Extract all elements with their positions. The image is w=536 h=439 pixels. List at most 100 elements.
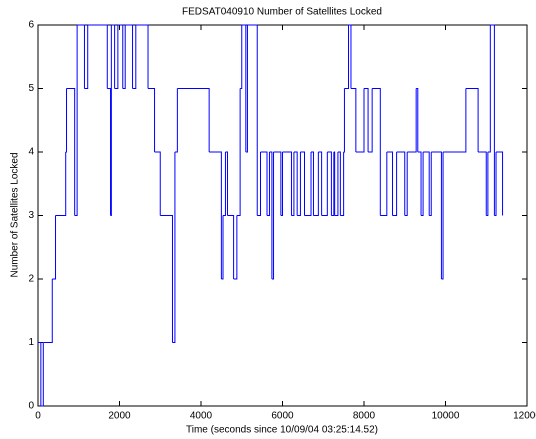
line-step bbox=[43, 279, 53, 343]
line-step bbox=[404, 152, 408, 216]
y-tick-label: 3 bbox=[28, 210, 34, 221]
line-step bbox=[269, 151, 273, 279]
y-tick-label: 5 bbox=[28, 83, 34, 94]
line-step bbox=[236, 88, 241, 216]
line-step bbox=[340, 152, 345, 216]
line-step bbox=[441, 152, 444, 280]
line-step bbox=[297, 152, 301, 216]
line-step bbox=[282, 151, 292, 216]
line-step bbox=[221, 215, 224, 280]
line-step bbox=[271, 152, 275, 280]
line-step bbox=[407, 88, 417, 153]
line-step bbox=[416, 88, 419, 152]
line-step bbox=[174, 88, 178, 153]
line-step bbox=[77, 24, 85, 89]
line-step bbox=[111, 24, 116, 89]
line-step bbox=[396, 151, 406, 216]
line-step bbox=[490, 24, 495, 216]
line-step bbox=[172, 152, 176, 343]
line-step bbox=[487, 25, 491, 153]
line-step bbox=[350, 88, 357, 152]
line-step bbox=[355, 88, 365, 153]
line-step bbox=[486, 152, 489, 216]
line-step bbox=[273, 151, 282, 216]
y-tick-label: 0 bbox=[28, 401, 34, 412]
line-step bbox=[318, 151, 323, 216]
y-tick-label: 2 bbox=[28, 274, 34, 285]
line-step bbox=[227, 215, 235, 279]
line-step bbox=[209, 151, 222, 279]
line-step bbox=[343, 88, 345, 153]
line-step bbox=[423, 151, 430, 216]
x-tick-label: 10000 bbox=[432, 411, 460, 422]
line-step bbox=[148, 88, 156, 152]
line-step bbox=[114, 25, 119, 89]
line-step bbox=[465, 88, 479, 152]
line-step bbox=[160, 215, 173, 343]
line-step bbox=[348, 24, 352, 89]
y-axis-label: Number of Satellites Locked bbox=[10, 152, 21, 277]
x-tick-label: 4000 bbox=[190, 411, 213, 422]
line-step bbox=[386, 151, 394, 216]
line-step bbox=[240, 25, 243, 89]
line-step bbox=[55, 152, 67, 216]
line-step bbox=[344, 25, 350, 89]
line-step bbox=[494, 152, 497, 216]
line-step bbox=[40, 342, 44, 407]
line-step bbox=[225, 151, 228, 216]
line-step bbox=[431, 151, 442, 279]
chart-title: FEDSAT040910 Number of Satellites Locked bbox=[182, 7, 382, 18]
line-step bbox=[177, 88, 210, 152]
line-step bbox=[38, 342, 42, 406]
line-step bbox=[87, 24, 108, 89]
line-step bbox=[247, 24, 258, 216]
line-step bbox=[496, 151, 504, 216]
x-tick-label: 8000 bbox=[353, 411, 376, 422]
line-step bbox=[241, 24, 247, 152]
line-step bbox=[84, 25, 89, 89]
line-step bbox=[300, 151, 306, 216]
line-step bbox=[257, 152, 261, 216]
y-tick-label: 6 bbox=[28, 20, 34, 31]
line-step bbox=[334, 152, 339, 216]
line-step bbox=[245, 25, 248, 153]
line-step bbox=[293, 151, 298, 216]
line-step bbox=[267, 152, 270, 216]
line-step bbox=[223, 152, 226, 216]
x-tick-label: 6000 bbox=[271, 411, 294, 422]
line-step bbox=[313, 152, 319, 216]
line-step bbox=[280, 152, 283, 216]
line-step bbox=[291, 152, 295, 216]
line-step bbox=[337, 151, 341, 216]
line-step bbox=[421, 152, 424, 216]
line-step bbox=[417, 151, 422, 216]
x-tick-label: 0 bbox=[35, 411, 41, 422]
line-step bbox=[311, 151, 314, 216]
line-step bbox=[331, 152, 335, 216]
line-step bbox=[443, 88, 467, 153]
line-step bbox=[304, 152, 312, 216]
x-axis-label: Time (seconds since 10/09/04 03:25:14.52… bbox=[186, 425, 378, 436]
line-step bbox=[65, 88, 68, 153]
x-tick-label: 2000 bbox=[108, 411, 131, 422]
line-step bbox=[52, 215, 57, 280]
line-step bbox=[364, 88, 369, 152]
line-step bbox=[233, 215, 238, 280]
line-step bbox=[368, 88, 373, 153]
line-step bbox=[74, 25, 78, 216]
line-step bbox=[333, 151, 336, 216]
line-step bbox=[107, 88, 112, 216]
line-step bbox=[110, 25, 112, 216]
line-step bbox=[372, 88, 381, 216]
line-step bbox=[260, 151, 268, 216]
line-step bbox=[429, 152, 432, 216]
line-step bbox=[117, 24, 124, 89]
line-step bbox=[125, 24, 134, 89]
line-step bbox=[135, 24, 149, 89]
y-tick-label: 1 bbox=[28, 337, 34, 348]
line-step bbox=[66, 88, 76, 216]
line-step bbox=[327, 151, 332, 216]
line-step bbox=[380, 152, 388, 216]
